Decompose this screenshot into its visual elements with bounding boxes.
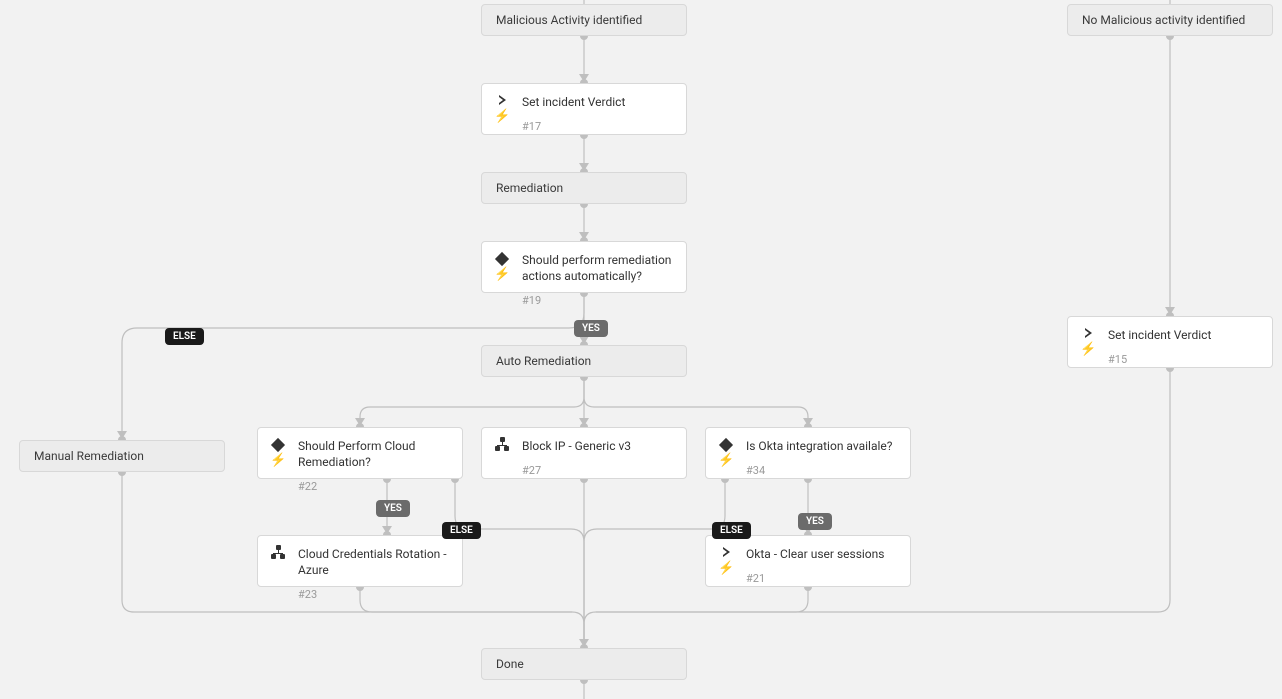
node-malicious-header[interactable]: Malicious Activity identified (481, 4, 687, 36)
node-title: Cloud Credentials Rotation - Azure (298, 546, 450, 578)
node-label: Malicious Activity identified (496, 13, 642, 27)
node-title: Should Perform Cloud Remediation? (298, 438, 450, 470)
node-number: #15 (1108, 353, 1260, 366)
node-cloud-rotate[interactable]: Cloud Credentials Rotation - Azure #23 (257, 535, 463, 587)
node-number: #21 (746, 572, 898, 585)
node-number: #17 (522, 120, 674, 133)
node-number: #22 (298, 480, 450, 493)
task-chevron-icon (718, 546, 734, 560)
badge-yes: YES (574, 320, 608, 337)
node-okta-avail[interactable]: ⚡ Is Okta integration availale? #34 (705, 427, 911, 479)
node-manual-remediation[interactable]: Manual Remediation (19, 440, 225, 472)
subplaybook-fork-icon (494, 438, 510, 453)
lightning-bolt-icon: ⚡ (494, 267, 510, 282)
subplaybook-fork-icon (270, 546, 286, 561)
badge-else: ELSE (165, 328, 204, 345)
lightning-bolt-icon: ⚡ (718, 453, 734, 468)
node-auto-remediation[interactable]: Auto Remediation (481, 345, 687, 377)
badge-else: ELSE (442, 522, 481, 539)
node-label: Done (496, 657, 524, 671)
task-chevron-icon (494, 94, 510, 108)
node-done[interactable]: Done (481, 648, 687, 680)
lightning-bolt-icon: ⚡ (270, 453, 286, 468)
task-chevron-icon (1080, 327, 1096, 341)
node-title: Should perform remediation actions autom… (522, 252, 674, 284)
badge-else: ELSE (712, 522, 751, 539)
node-no-malicious-header[interactable]: No Malicious activity identified (1067, 4, 1273, 36)
node-number: #27 (522, 464, 674, 477)
lightning-bolt-icon: ⚡ (1080, 342, 1096, 357)
node-label: Manual Remediation (34, 449, 144, 463)
node-cloud-remediate[interactable]: ⚡ Should Perform Cloud Remediation? #22 (257, 427, 463, 479)
badge-yes: YES (376, 500, 410, 517)
node-remediation[interactable]: Remediation (481, 172, 687, 204)
node-set-verdict-15[interactable]: ⚡ Set incident Verdict #15 (1067, 316, 1273, 368)
node-number: #34 (746, 464, 898, 477)
node-block-ip[interactable]: Block IP - Generic v3 #27 (481, 427, 687, 479)
node-title: Okta - Clear user sessions (746, 546, 898, 562)
lightning-bolt-icon: ⚡ (718, 561, 734, 576)
node-number: #19 (522, 294, 674, 307)
node-okta-clear[interactable]: ⚡ Okta - Clear user sessions #21 (705, 535, 911, 587)
node-label: No Malicious activity identified (1082, 13, 1245, 27)
node-set-verdict-17[interactable]: ⚡ Set incident Verdict #17 (481, 83, 687, 135)
node-title: Set incident Verdict (522, 94, 674, 110)
lightning-bolt-icon: ⚡ (494, 109, 510, 124)
node-title: Block IP - Generic v3 (522, 438, 674, 454)
node-title: Is Okta integration availale? (746, 438, 898, 454)
node-should-remediate[interactable]: ⚡ Should perform remediation actions aut… (481, 241, 687, 293)
node-number: #23 (298, 588, 450, 601)
node-label: Auto Remediation (496, 354, 591, 368)
node-title: Set incident Verdict (1108, 327, 1260, 343)
node-label: Remediation (496, 181, 563, 195)
badge-yes: YES (798, 513, 832, 530)
